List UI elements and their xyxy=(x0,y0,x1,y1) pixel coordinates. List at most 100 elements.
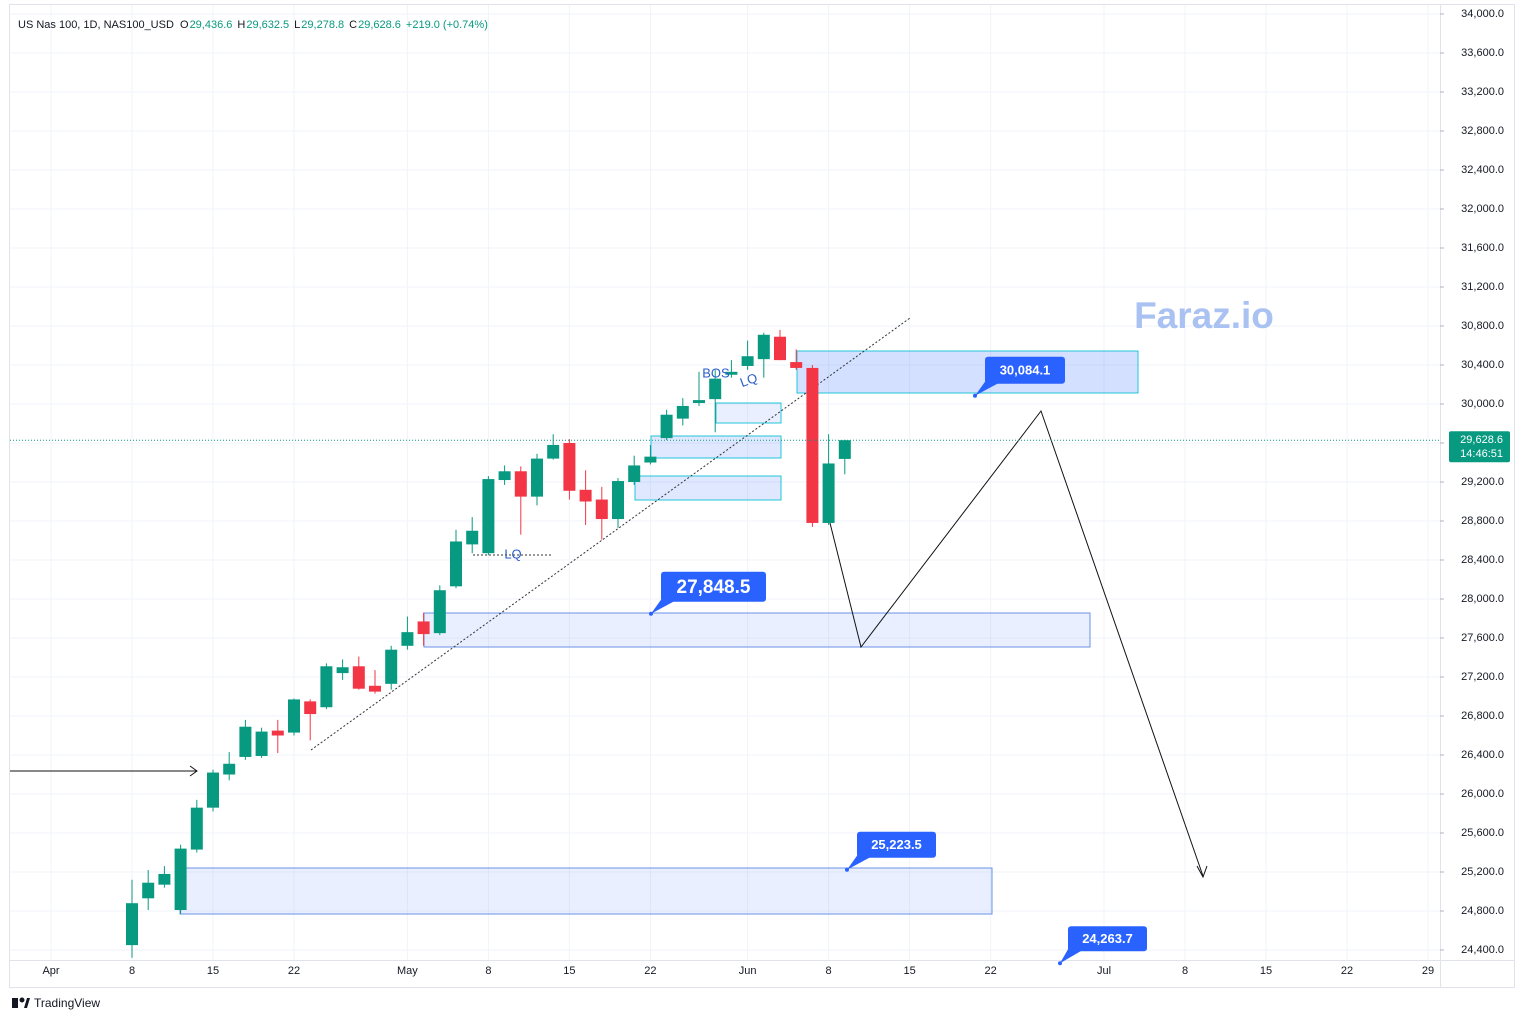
legend-value: 29,632.5 xyxy=(246,19,289,31)
candle-body xyxy=(417,621,430,635)
legend-key: H xyxy=(237,19,245,31)
candle-body xyxy=(612,481,624,520)
candle-body xyxy=(676,405,689,419)
annotation-text: LQ xyxy=(504,546,521,561)
arrow-head xyxy=(189,765,198,777)
chart-frame xyxy=(9,4,1515,988)
x-tick-label: 15 xyxy=(903,965,915,977)
candle-body xyxy=(628,465,641,482)
legend-key: O xyxy=(180,19,189,31)
y-tick-label: 30,800.0 xyxy=(1461,320,1504,332)
logo xyxy=(24,998,30,1008)
y-tick-label: 34,000.0 xyxy=(1461,8,1504,20)
annotation-text: BOS xyxy=(702,365,730,380)
y-tick-label: 25,200.0 xyxy=(1461,866,1504,878)
candle-body xyxy=(693,400,705,404)
y-tick-label: 26,800.0 xyxy=(1461,710,1504,722)
callout-label: 27,848.5 xyxy=(677,577,751,598)
candle-body xyxy=(255,731,268,756)
callout-anchor xyxy=(1058,961,1062,966)
candle-body xyxy=(790,362,803,368)
candle-body xyxy=(741,356,754,366)
x-tick-label: 22 xyxy=(984,965,996,977)
y-tick-label: 32,400.0 xyxy=(1461,164,1504,176)
candle-body xyxy=(142,882,155,899)
brand-name: TradingView xyxy=(34,996,100,1010)
candle-body xyxy=(190,807,203,850)
x-tick-label: 15 xyxy=(207,965,219,977)
candle-body xyxy=(774,336,786,361)
candle-body xyxy=(174,848,187,911)
zone xyxy=(715,402,782,424)
candle-body xyxy=(450,541,462,587)
legend-key: L xyxy=(294,19,300,31)
candle-body xyxy=(838,440,851,459)
x-tick-label: 8 xyxy=(826,965,832,977)
callout-pointer xyxy=(1060,949,1084,964)
y-tick-label: 30,000.0 xyxy=(1461,398,1504,410)
candle-body xyxy=(822,463,835,523)
candle-body xyxy=(757,334,770,360)
y-tick-label: 30,400.0 xyxy=(1461,359,1504,371)
y-tick-label: 27,200.0 xyxy=(1461,671,1504,683)
price-tag-label: 29,628.6 xyxy=(1460,434,1503,446)
callout-box xyxy=(661,571,766,602)
y-tick-label: 27,600.0 xyxy=(1461,632,1504,644)
candle-body xyxy=(514,471,527,497)
candle-body xyxy=(336,667,349,674)
x-tick-label: 8 xyxy=(485,965,491,977)
callout-pointer xyxy=(975,381,1001,396)
y-tick-label: 28,800.0 xyxy=(1461,515,1504,527)
callout-label: 25,223.5 xyxy=(871,837,922,852)
candle-body xyxy=(401,632,414,646)
chart-title: US Nas 100, 1D, NAS100_USD xyxy=(18,19,174,31)
callout-pointer xyxy=(847,855,873,870)
y-tick-label: 28,000.0 xyxy=(1461,593,1504,605)
legend-change: +219.0 (+0.74%) xyxy=(406,19,488,31)
candle-body xyxy=(352,666,365,689)
candle-body xyxy=(126,903,138,946)
callout-box xyxy=(857,831,936,858)
candle-body xyxy=(271,730,284,736)
candle-body xyxy=(498,471,511,481)
candle-body xyxy=(660,414,673,439)
plot xyxy=(126,329,851,958)
ohlc-legend: O 29,436.6 H 29,632.5 L 29,278.8 C 29,628.6 +219… xyxy=(180,19,488,31)
callout-box xyxy=(1068,926,1147,952)
callout-label: 24,263.7 xyxy=(1082,931,1133,946)
candle-body xyxy=(223,763,236,775)
y-tick-label: 33,600.0 xyxy=(1461,47,1504,59)
watermark: Faraz.io xyxy=(1134,295,1274,336)
x-tick-label: 29 xyxy=(1422,965,1434,977)
y-tick-label: 31,600.0 xyxy=(1461,242,1504,254)
candle-body xyxy=(482,479,495,554)
y-tick-label: 25,600.0 xyxy=(1461,827,1504,839)
candle-body xyxy=(320,666,333,708)
legend-key: C xyxy=(349,19,357,31)
candle-body xyxy=(579,489,592,502)
x-tick-label: 22 xyxy=(644,965,656,977)
candle-body xyxy=(288,699,300,733)
x-tick-label: Jul xyxy=(1097,965,1111,977)
arrow-head xyxy=(1196,865,1208,879)
y-tick-label: 26,000.0 xyxy=(1461,788,1504,800)
x-tick-label: Jun xyxy=(739,965,757,977)
candle-body xyxy=(547,444,560,459)
y-tick-label: 28,400.0 xyxy=(1461,554,1504,566)
x-tick-label: 15 xyxy=(1260,965,1272,977)
x-tick-label: Apr xyxy=(42,965,59,977)
candle-body xyxy=(531,458,543,497)
candle-body xyxy=(806,367,819,523)
annotation-text: LQ xyxy=(738,370,759,390)
logo xyxy=(19,997,25,1003)
candle-body xyxy=(369,685,381,692)
y-tick-label: 31,200.0 xyxy=(1461,281,1504,293)
candle-body xyxy=(595,499,608,520)
x-tick-label: 8 xyxy=(129,965,135,977)
callout-pointer xyxy=(651,599,677,614)
callout-label: 30,084.1 xyxy=(1000,363,1051,378)
candle-body xyxy=(433,590,446,634)
y-tick-label: 24,800.0 xyxy=(1461,905,1504,917)
y-tick-label: 29,200.0 xyxy=(1461,476,1504,488)
x-tick-label: 15 xyxy=(563,965,575,977)
